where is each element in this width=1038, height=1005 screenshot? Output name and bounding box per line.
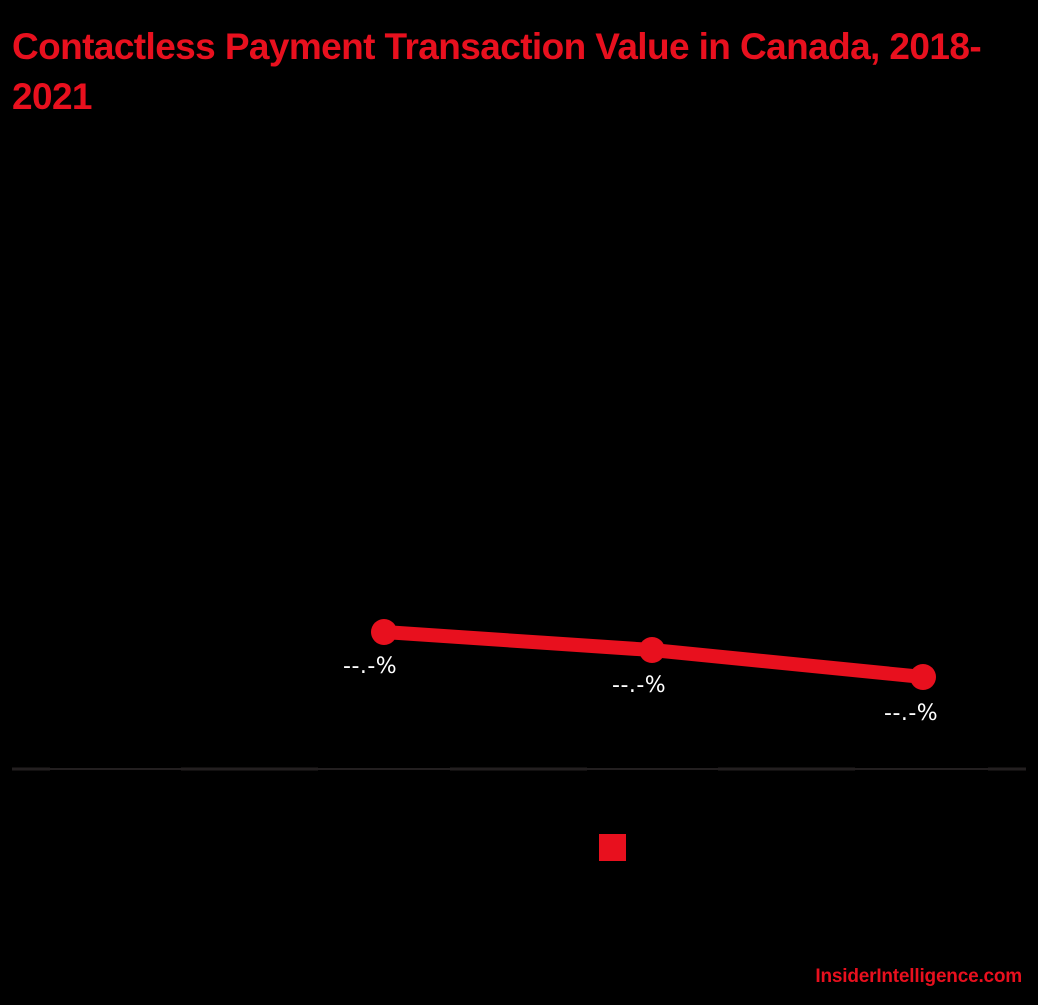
legend-swatch bbox=[599, 834, 626, 861]
chart-title: Contactless Payment Transaction Value in… bbox=[12, 26, 982, 117]
data-point[interactable] bbox=[910, 664, 936, 690]
data-label: --.-% bbox=[884, 701, 939, 726]
legend bbox=[599, 834, 634, 861]
data-label: --.-% bbox=[612, 673, 667, 698]
data-point[interactable] bbox=[639, 637, 665, 663]
data-point[interactable] bbox=[371, 619, 397, 645]
data-label: --.-% bbox=[343, 654, 398, 679]
source-credit: InsiderIntelligence.com bbox=[815, 966, 1022, 987]
